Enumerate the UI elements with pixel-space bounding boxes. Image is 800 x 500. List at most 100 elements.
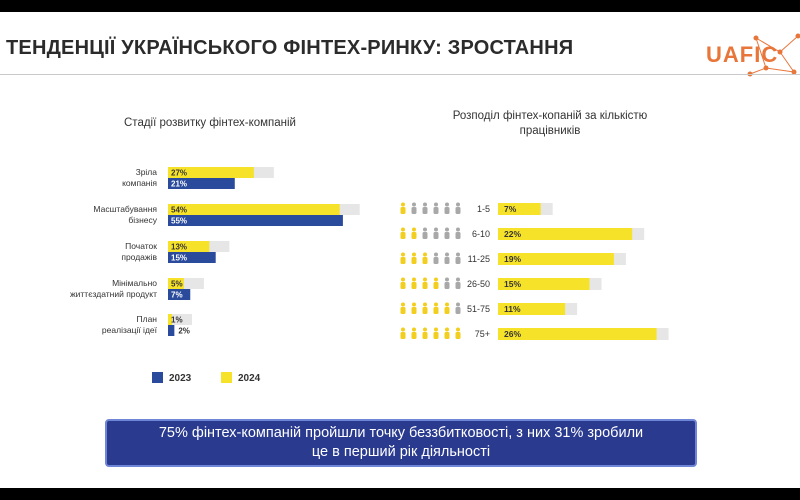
person-head: [412, 227, 416, 232]
person-icon: [422, 327, 428, 339]
person-head: [423, 327, 427, 332]
person-body: [444, 207, 450, 214]
employees-range-label: 51-75: [467, 304, 490, 314]
title-divider: [0, 74, 800, 75]
stage-label: Масштабування: [93, 204, 157, 214]
person-head: [456, 277, 460, 282]
person-head: [445, 327, 449, 332]
bar-2023: [168, 215, 343, 226]
person-icon: [411, 327, 417, 339]
person-icon: [411, 302, 417, 314]
bar-label-2023: 55%: [171, 217, 187, 226]
stage-label: компанія: [122, 178, 157, 188]
bar-label-2024: 13%: [171, 243, 187, 252]
person-head: [423, 277, 427, 282]
bar-2023: [168, 325, 175, 336]
slide: ТЕНДЕНЦІЇ УКРАЇНСЬКОГО ФІНТЕХ-РИНКУ: ЗРО…: [0, 12, 800, 488]
person-icon: [455, 252, 461, 264]
person-icon: [411, 252, 417, 264]
person-head: [456, 227, 460, 232]
person-body: [400, 332, 406, 339]
bar-label-2023: 2%: [178, 327, 190, 336]
person-body: [444, 282, 450, 289]
employees-bar: [498, 253, 614, 265]
employees-bar: [498, 328, 657, 340]
bar-label-2024: 27%: [171, 169, 187, 178]
person-icon: [444, 227, 450, 239]
person-icon: [455, 277, 461, 289]
person-head: [456, 302, 460, 307]
employees-bar-label: 15%: [504, 279, 521, 289]
employees-range-label: 6-10: [472, 229, 490, 239]
person-icon: [444, 202, 450, 214]
legend-swatch-2024: [221, 372, 232, 383]
person-body: [433, 307, 439, 314]
employees-range-label: 26-50: [467, 279, 490, 289]
bar-label-2024: 5%: [171, 280, 183, 289]
employees-bar-label: 26%: [504, 329, 521, 339]
person-icon: [455, 202, 461, 214]
person-icon: [433, 227, 439, 239]
person-head: [423, 252, 427, 257]
person-body: [400, 282, 406, 289]
bar-shadow: [168, 278, 204, 289]
person-body: [422, 207, 428, 214]
bar-shadow: [168, 314, 192, 325]
person-body: [411, 232, 417, 239]
person-body: [422, 232, 428, 239]
page-title: ТЕНДЕНЦІЇ УКРАЇНСЬКОГО ФІНТЕХ-РИНКУ: ЗРО…: [6, 37, 574, 59]
network-icon: [747, 33, 800, 77]
person-body: [422, 332, 428, 339]
person-body: [433, 257, 439, 264]
person-body: [411, 257, 417, 264]
person-icon: [400, 327, 406, 339]
bar-label-2023: 21%: [171, 180, 187, 189]
stage-label: Зріла: [136, 167, 158, 177]
person-icon: [444, 302, 450, 314]
person-body: [411, 332, 417, 339]
employees-bar-label: 22%: [504, 229, 521, 239]
right-chart-title: Розподіл фінтех-копаній за кількістю пра…: [420, 109, 680, 139]
callout-line1: 75% фінтех-компаній пройшли точку беззби…: [158, 425, 644, 441]
person-body: [433, 332, 439, 339]
person-body: [444, 232, 450, 239]
person-icon: [411, 202, 417, 214]
stage-label: бізнесу: [128, 215, 157, 225]
bar-2024: [168, 278, 184, 289]
person-icon: [433, 202, 439, 214]
stage-label: План: [137, 314, 158, 324]
person-icon: [422, 252, 428, 264]
person-icon: [400, 227, 406, 239]
person-body: [400, 207, 406, 214]
bar-label-2023: 7%: [171, 291, 183, 300]
person-body: [455, 257, 461, 264]
left-chart-title: Стадії розвитку фінтех-компаній: [124, 117, 296, 129]
person-icon: [422, 277, 428, 289]
employees-bar: [498, 278, 590, 290]
person-head: [401, 202, 405, 207]
person-icon: [411, 277, 417, 289]
person-head: [412, 202, 416, 207]
legend-swatch-2023: [152, 372, 163, 383]
person-body: [422, 282, 428, 289]
person-body: [455, 207, 461, 214]
person-body: [411, 307, 417, 314]
person-body: [400, 257, 406, 264]
bar-label-2024: 54%: [171, 206, 187, 215]
person-head: [401, 302, 405, 307]
person-head: [412, 252, 416, 257]
person-body: [444, 307, 450, 314]
bar-2024: [168, 241, 210, 252]
employees-bar: [498, 203, 541, 215]
bar-2024: [168, 314, 172, 325]
legend-label-2024: 2024: [238, 373, 261, 384]
employees-bar-label: 7%: [504, 204, 517, 214]
person-head: [401, 227, 405, 232]
bar-2023: [168, 289, 191, 300]
person-icon: [455, 302, 461, 314]
person-head: [401, 252, 405, 257]
employees-range-label: 11-25: [468, 254, 490, 264]
person-body: [444, 332, 450, 339]
person-body: [444, 257, 450, 264]
